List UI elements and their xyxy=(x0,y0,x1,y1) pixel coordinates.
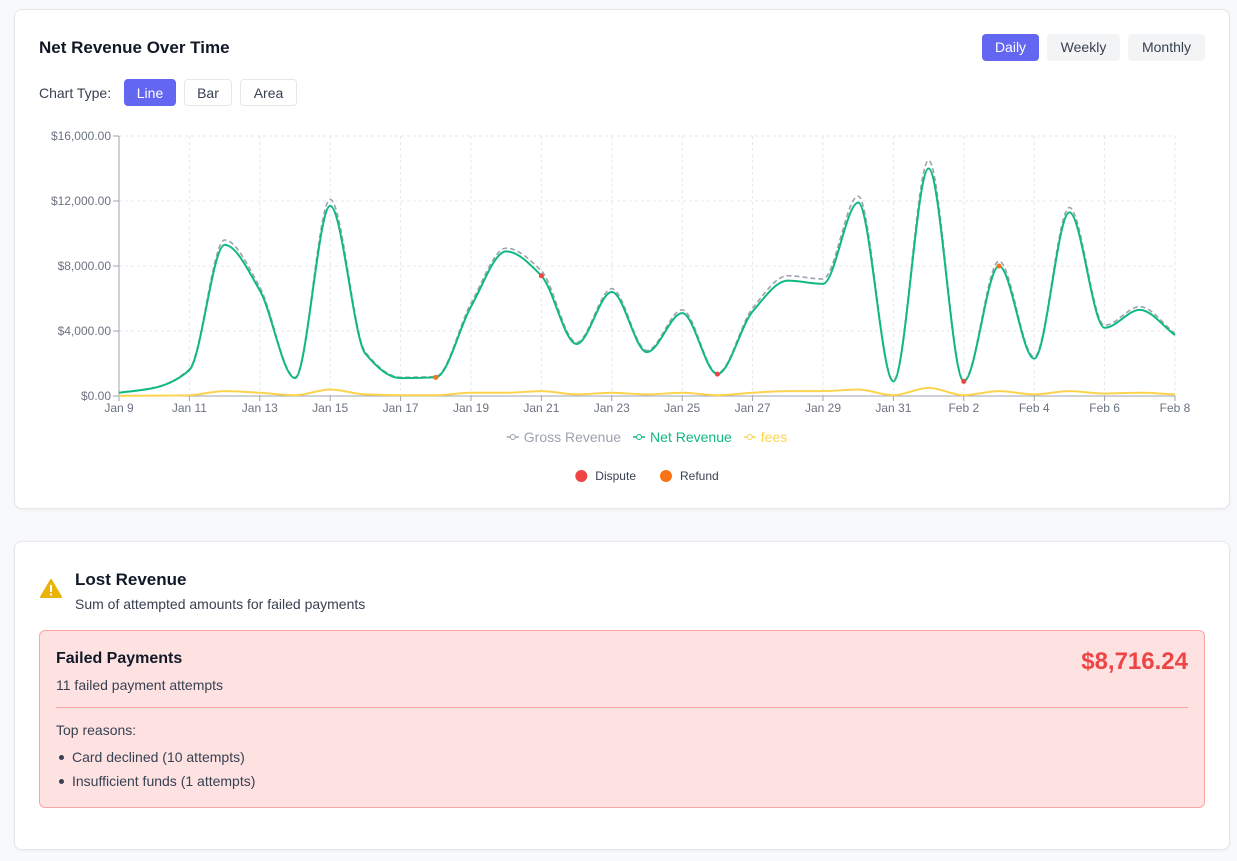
x-tick-label: Jan 25 xyxy=(664,401,700,415)
chart: $0.00 $4,000.00 $8,000.00 $12,000.00 $16,000… xyxy=(51,129,1191,483)
x-tick-label: Jan 27 xyxy=(735,401,771,415)
legend-icon xyxy=(509,434,516,440)
x-tick-label: Jan 31 xyxy=(875,401,911,415)
line xyxy=(118,167,1176,394)
chart-title: Net Revenue Over Time xyxy=(39,38,230,57)
chart-type-label: Chart Type: xyxy=(39,85,112,101)
period-button[interactable]: Monthly xyxy=(1128,34,1205,61)
line xyxy=(118,159,1176,394)
legend-item: Net Revenue xyxy=(633,429,732,445)
y-tick-label: $16,000.00 xyxy=(51,129,111,143)
x-tick-label: Jan 19 xyxy=(453,401,489,415)
bullet xyxy=(59,755,64,760)
legend-icon xyxy=(746,434,753,440)
line xyxy=(118,386,1176,397)
lost-revenue-title: Lost Revenue xyxy=(75,570,187,589)
y-tick-label: $8,000.00 xyxy=(58,259,112,273)
y-tick-label: $4,000.00 xyxy=(58,324,112,338)
x-tick-label: Feb 6 xyxy=(1089,401,1120,415)
x-tick-label: Jan 29 xyxy=(805,401,841,415)
legend-item: fees xyxy=(743,429,787,445)
warning-icon xyxy=(40,579,62,598)
x-tick-label: Jan 17 xyxy=(383,401,419,415)
legend-label: Net Revenue xyxy=(650,429,732,445)
legend-label: fees xyxy=(761,429,787,445)
failed-box xyxy=(39,630,1205,808)
x-tick-label: Jan 11 xyxy=(172,401,207,415)
x-tick-label: Jan 21 xyxy=(523,401,559,415)
separator xyxy=(56,707,1188,708)
chart-type-button[interactable]: Line xyxy=(124,79,176,106)
reason: Card declined (10 attempts) xyxy=(72,749,245,765)
event-dot xyxy=(961,378,967,384)
reasons-title: Top reasons: xyxy=(56,722,137,738)
failed-amount: $8,716.24 xyxy=(1081,648,1188,675)
failed-count: 11 failed payment attempts xyxy=(56,677,224,693)
x-tick-label: Feb 2 xyxy=(948,401,979,415)
legend: Gross Revenue Net Revenue fees xyxy=(506,429,787,445)
event-dot xyxy=(996,263,1002,269)
legend-label: Dispute xyxy=(595,469,636,483)
period-button[interactable]: Weekly xyxy=(1047,34,1120,61)
reason: Insufficient funds (1 attempts) xyxy=(72,773,256,789)
event-dot xyxy=(714,371,720,377)
x-tick-label: Jan 23 xyxy=(594,401,630,415)
event-legend: Dispute Refund xyxy=(575,469,719,483)
x-tick-label: Feb 8 xyxy=(1160,401,1191,415)
x-tick-label: Jan 13 xyxy=(242,401,278,415)
failed-title: Failed Payments xyxy=(56,650,183,667)
x-tick-label: Jan 15 xyxy=(312,401,348,415)
y-tick-label: $12,000.00 xyxy=(51,194,111,208)
legend-item: Gross Revenue xyxy=(506,429,621,445)
event-dot xyxy=(433,374,439,380)
period-button[interactable]: Daily xyxy=(982,34,1039,61)
bullet xyxy=(59,779,64,784)
legend-label: Gross Revenue xyxy=(524,429,621,445)
event-dot xyxy=(538,273,544,279)
lost-revenue-subtitle: Sum of attempted amounts for failed paym… xyxy=(75,596,366,612)
x-tick-label: Feb 4 xyxy=(1019,401,1050,415)
chart-type-button[interactable]: Bar xyxy=(184,79,232,106)
x-tick-label: Jan 9 xyxy=(104,401,134,415)
legend-icon xyxy=(636,434,643,440)
legend-icon xyxy=(575,470,588,482)
legend-label: Refund xyxy=(680,469,719,483)
y-tick-label: $0.00 xyxy=(81,389,111,403)
legend-icon xyxy=(659,470,672,482)
chart-type-button[interactable]: Area xyxy=(240,79,297,106)
